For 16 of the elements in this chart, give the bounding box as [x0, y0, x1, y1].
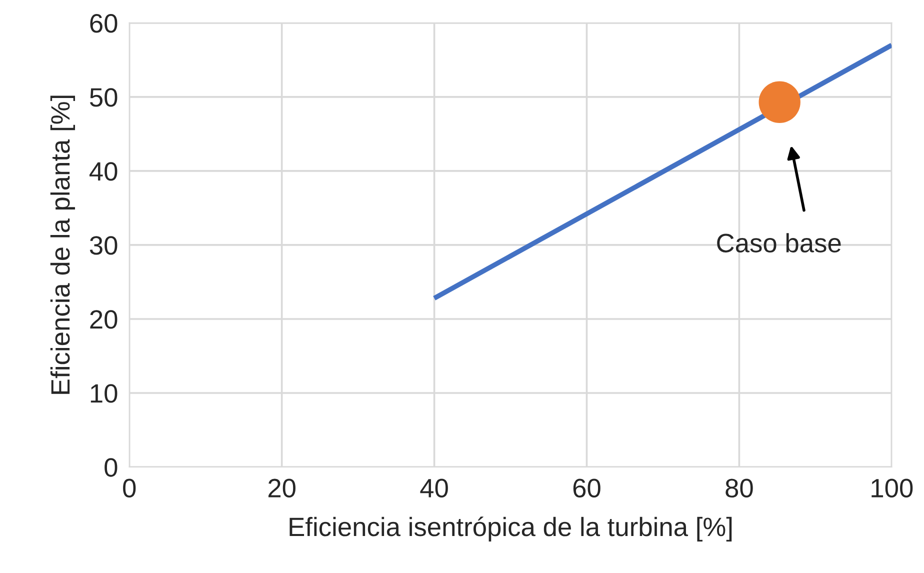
- x-tick-label: 0: [123, 478, 136, 498]
- x-tick-label: 100: [872, 478, 913, 498]
- y-axis-title: Eficiencia de la planta [%]: [50, 96, 76, 394]
- y-tick-label: 50: [90, 88, 118, 107]
- y-tick-label: 0: [104, 458, 118, 477]
- y-tick-label: 30: [90, 236, 118, 255]
- y-tick-label: 60: [90, 14, 118, 33]
- annotation: Caso base: [717, 233, 841, 252]
- y-tick-label: 20: [90, 310, 118, 329]
- y-tick-label: 10: [90, 384, 118, 403]
- x-tick-label: 40: [420, 478, 448, 498]
- x-tick-label: 20: [268, 478, 296, 498]
- x-axis-title: Eficiencia isentrópica de la turbina [%]: [290, 516, 732, 542]
- x-tick-label: 60: [573, 478, 600, 498]
- x-tick-label: 80: [726, 478, 753, 498]
- y-tick-label: 40: [90, 162, 118, 181]
